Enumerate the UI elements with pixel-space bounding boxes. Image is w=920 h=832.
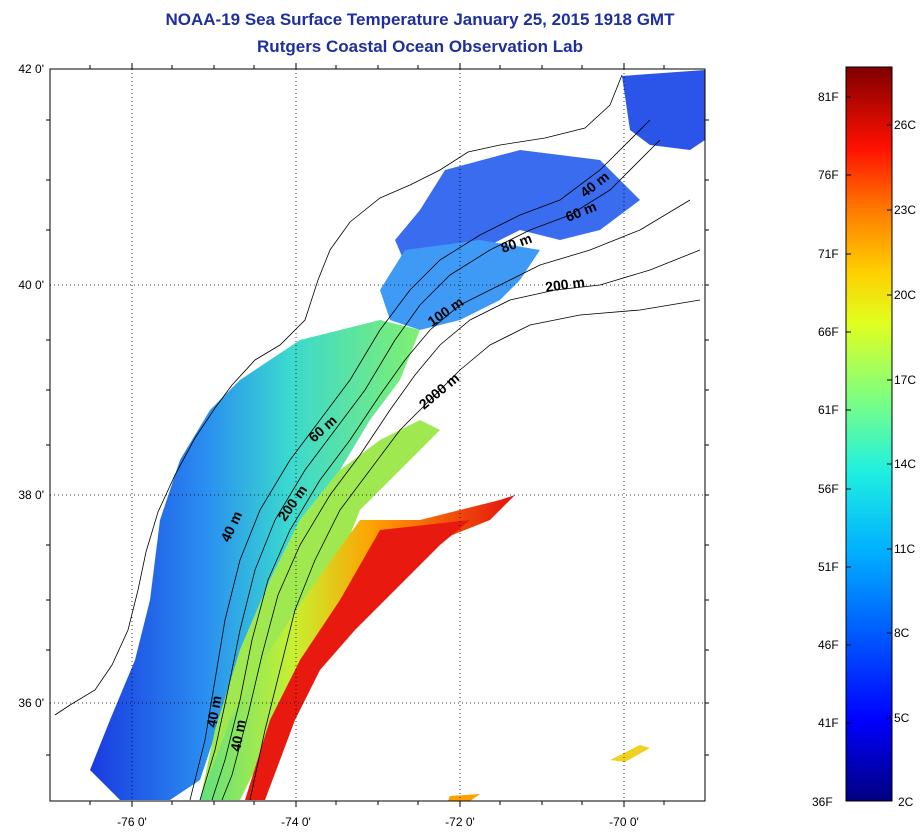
- sst-mid-atlantic-shelf: [90, 320, 420, 800]
- colorbar-c-label-14: 14C: [894, 457, 916, 471]
- colorbar-c-label-8: 8C: [894, 626, 910, 640]
- lat-label-36: 36 0': [18, 696, 44, 710]
- contour-60m: [199, 139, 661, 801]
- colorbar-c-label-17: 17C: [894, 373, 916, 387]
- colorbar-f-label-41: 41F: [818, 716, 839, 730]
- contour-label-40m-south-a: 40 m: [203, 694, 224, 728]
- colorbar-f-label-46: 46F: [818, 638, 839, 652]
- coastline: [54, 74, 623, 716]
- frame-ticks: [46, 63, 709, 807]
- colorbar-c-label-2: 2C: [898, 795, 914, 809]
- contour-100m: [211, 199, 691, 801]
- map-title: NOAA-19 Sea Surface Temperature January …: [165, 10, 675, 29]
- colorbar-f-label-71: 71F: [818, 247, 839, 261]
- lat-label-42: 42 0': [18, 62, 44, 76]
- colorbar-c-label-20: 20C: [894, 288, 916, 302]
- map-subtitle: Rutgers Coastal Ocean Observation Lab: [257, 37, 583, 56]
- contour-label-40m-south-b: 40 m: [227, 718, 248, 752]
- colorbar-f-label-36: 36F: [812, 795, 833, 809]
- contour-2000m: [249, 299, 701, 801]
- land-mass: [50, 69, 622, 720]
- colorbar-c-label-26: 26C: [894, 118, 916, 132]
- lat-label-40: 40 0': [18, 278, 44, 292]
- colorbar-f-label-76: 76F: [818, 168, 839, 182]
- colorbar-f-label-51: 51F: [818, 560, 839, 574]
- colorbar-c-label-11: 11C: [894, 542, 915, 556]
- sst-new-england: [622, 70, 705, 150]
- lat-label-38: 38 0': [18, 488, 44, 502]
- colorbar-f-label-66: 66F: [818, 325, 839, 339]
- lon-label-76: -76 0': [117, 815, 147, 829]
- colorbar: [845, 66, 893, 802]
- contour-200m: [221, 249, 701, 801]
- colorbar-c-label-5: 5C: [894, 711, 910, 725]
- colorbar-f-label-56: 56F: [818, 482, 839, 496]
- sst-gulf-stream-core: [245, 520, 470, 800]
- sst-patch-offshore: [610, 745, 650, 762]
- contour-lines: [54, 74, 701, 801]
- lon-label-70: -70 0': [609, 815, 639, 829]
- contour-40m: [189, 119, 651, 801]
- colorbar-f-label-81: 81F: [818, 90, 839, 104]
- lon-label-74: -74 0': [281, 815, 311, 829]
- lon-label-72: -72 0': [445, 815, 475, 829]
- sst-gulf-stream: [200, 495, 515, 800]
- contour-label-200m-north: 200 m: [544, 274, 586, 295]
- sst-layer: [50, 69, 705, 801]
- colorbar-c-label-23: 23C: [894, 203, 916, 217]
- colorbar-f-label-61: 61F: [818, 403, 839, 417]
- colorbar-ticks: [846, 96, 892, 724]
- sst-patch-south: [448, 794, 480, 801]
